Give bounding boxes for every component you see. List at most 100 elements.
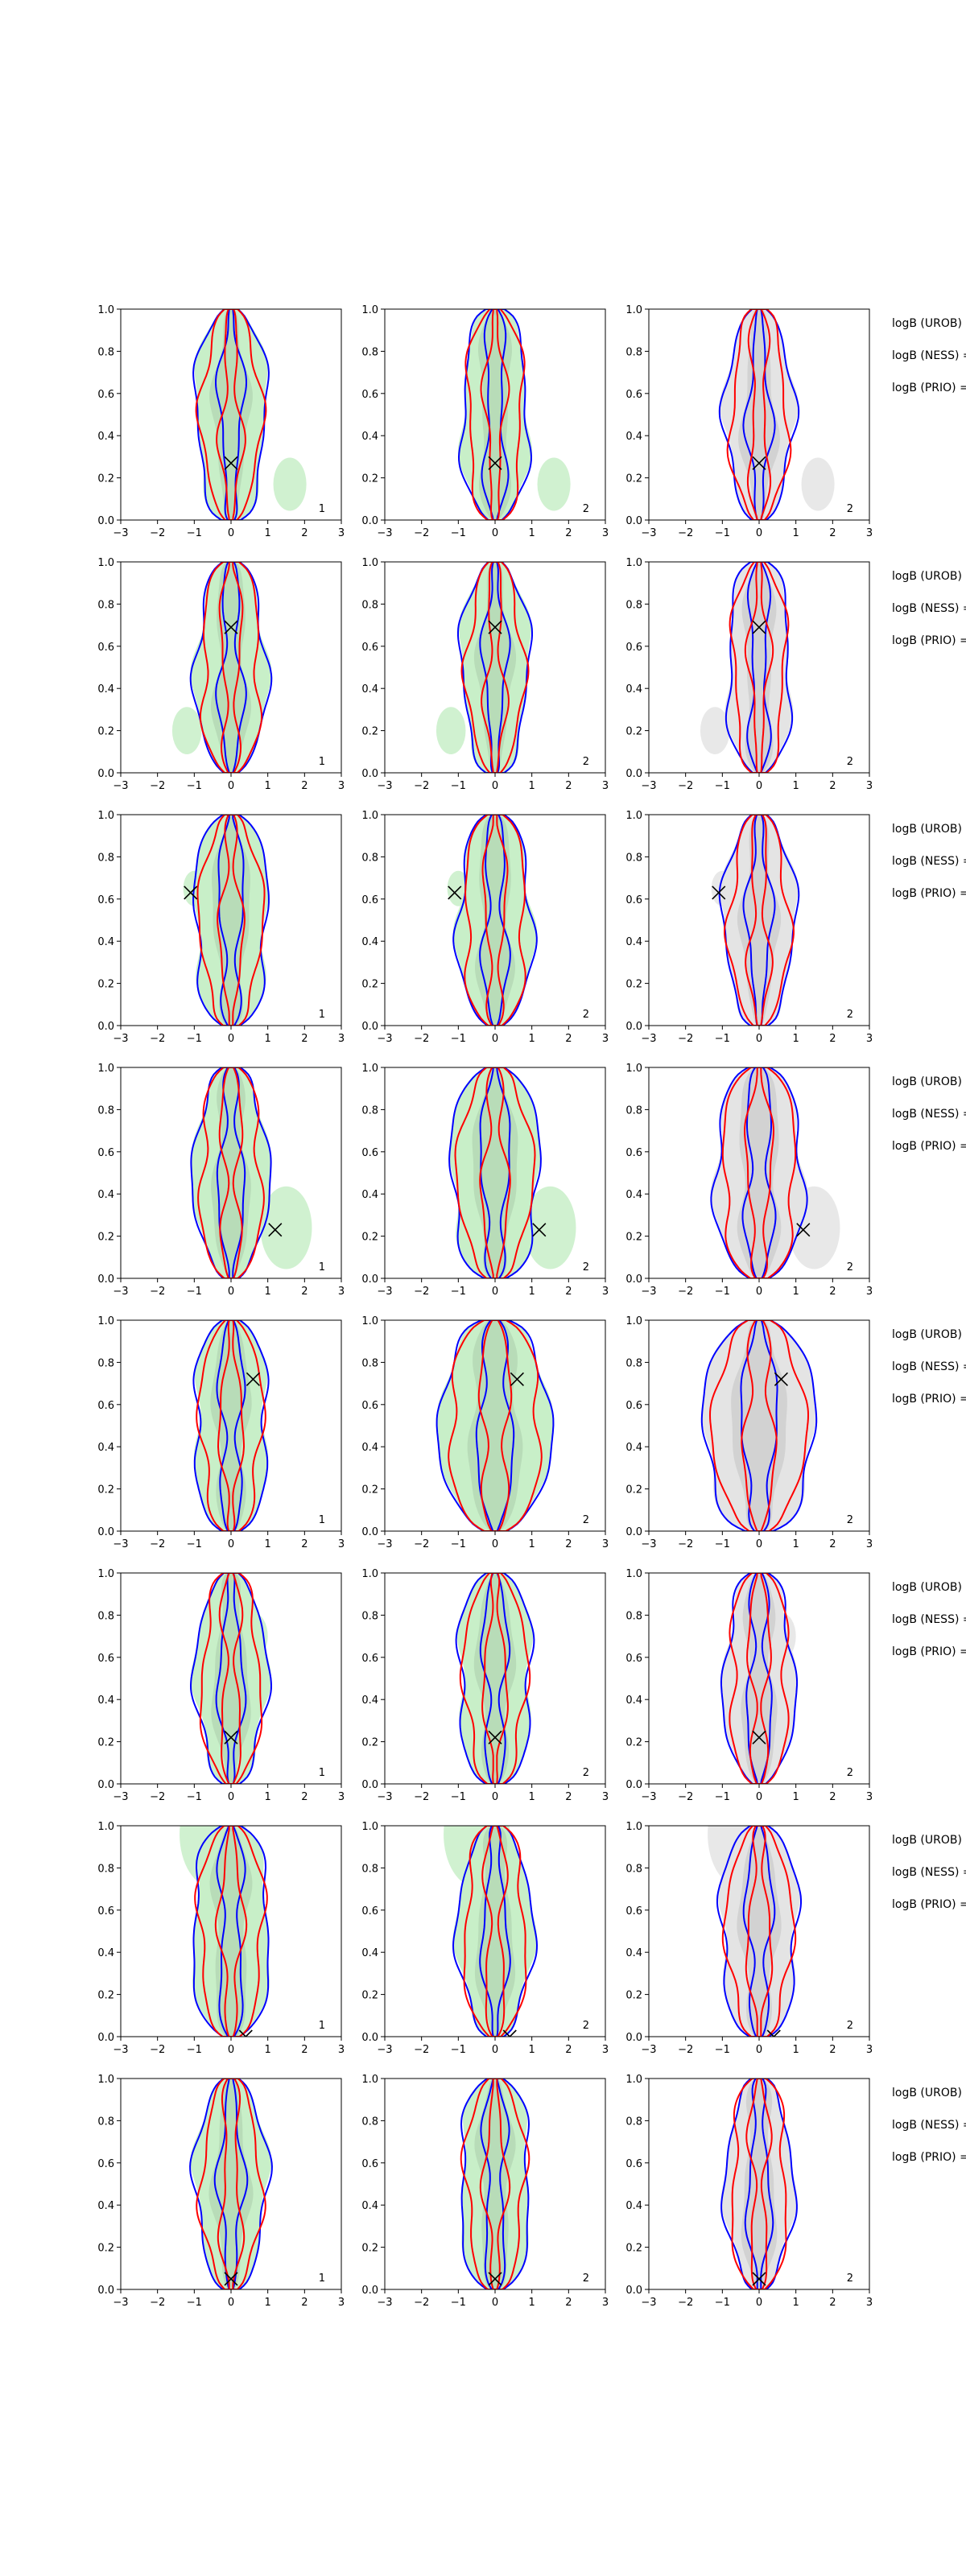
contour-blue-outer	[724, 562, 794, 773]
y-tick-label: 0.8	[625, 599, 642, 611]
x-tick-label: 2	[829, 527, 836, 539]
contour-red-inner	[214, 1826, 248, 2037]
contour-red-outer	[726, 309, 792, 520]
y-tick-label: 0.4	[97, 1442, 114, 1454]
true-value-marker	[752, 620, 766, 634]
contour-blue-outer	[189, 2079, 273, 2289]
x-tick-label: −1	[451, 527, 466, 539]
x-tick-label: −2	[414, 527, 429, 539]
contour-red-inner	[218, 1067, 244, 1278]
x-tick-label: 3	[338, 1286, 345, 1298]
contour-red-outer	[199, 1573, 263, 1784]
contour-blue-outer	[189, 1573, 273, 1784]
density-blob	[537, 457, 571, 511]
density-blob	[436, 707, 466, 754]
panel-plot-area	[720, 1573, 799, 1784]
row-legend-7: logB (UROB) = logB (NESS) = logB (PRIO) =	[892, 1834, 966, 1911]
x-tick-label: 0	[492, 527, 498, 539]
contour-blue-inner	[479, 1826, 511, 2037]
y-tick-label: 0.4	[361, 1189, 378, 1201]
y-tick-label: 1.0	[361, 557, 378, 569]
contour-red-outer	[708, 1320, 810, 1531]
y-tick-label: 0.4	[625, 936, 642, 948]
contour-blue-outer	[720, 1573, 799, 1784]
legend-label: logB (UROB) =	[892, 317, 966, 330]
x-tick-label: −3	[641, 1033, 656, 1045]
x-tick-label: 0	[492, 2297, 498, 2309]
panel-label: 2	[847, 1767, 853, 1779]
y-tick-label: 0.4	[625, 2200, 642, 2212]
y-tick-label: 0.8	[97, 1104, 114, 1117]
row-legend-2: logB (UROB) = logB (NESS) = logB (PRIO) =	[892, 570, 966, 647]
y-tick-label: 0.8	[625, 1104, 642, 1117]
y-tick-label: 0.0	[97, 768, 114, 780]
y-tick-label: 0.2	[625, 1737, 642, 1749]
contour-blue-outer	[452, 815, 538, 1026]
x-tick-label: 2	[301, 1033, 308, 1045]
y-tick-label: 0.6	[97, 642, 114, 654]
y-tick-label: 1.0	[625, 2074, 642, 2086]
x-tick-label: −2	[414, 780, 429, 792]
contour-blue-outer	[189, 562, 273, 773]
contour-red-inner	[746, 1573, 772, 1784]
y-tick-label: 0.8	[97, 346, 114, 358]
contour-red-outer	[460, 2079, 530, 2289]
contour-blue-inner	[475, 1320, 515, 1531]
y-tick-label: 1.0	[97, 2074, 114, 2086]
y-tick-label: 1.0	[361, 1821, 378, 1833]
contour-red-inner	[481, 815, 509, 1026]
contour-blue-inner	[214, 309, 248, 520]
panel-plot-area	[710, 1067, 840, 1278]
panel-r4-c3: −3 −2 −1 0 1 2 3 0.0 0.2 0.4 0.6 0.8 1.0 2	[625, 1063, 873, 1298]
x-tick-label: −2	[678, 1791, 693, 1803]
contour-red-outer	[196, 815, 266, 1026]
x-tick-label: 1	[529, 1791, 535, 1803]
density-band-outer	[719, 309, 799, 520]
x-tick-label: −1	[715, 527, 730, 539]
x-tick-label: 0	[756, 1286, 762, 1298]
x-tick-label: −2	[414, 2297, 429, 2309]
legend-label: logB (NESS) =	[892, 855, 966, 868]
legend-label: logB (PRIO) =	[892, 887, 966, 900]
x-tick-label: 1	[265, 1033, 271, 1045]
x-tick-label: 1	[265, 780, 271, 792]
y-tick-label: 0.4	[361, 1442, 378, 1454]
x-tick-label: −2	[414, 1286, 429, 1298]
x-tick-label: −3	[377, 1286, 392, 1298]
x-tick-label: 2	[301, 1538, 308, 1550]
x-tick-label: 0	[492, 1791, 498, 1803]
x-tick-label: 1	[529, 1033, 535, 1045]
contour-red-inner	[745, 815, 774, 1026]
y-tick-label: 0.4	[625, 1947, 642, 1959]
x-tick-label: −1	[715, 2044, 730, 2056]
contour-blue-outer	[718, 815, 800, 1026]
y-tick-label: 0.0	[625, 768, 642, 780]
contour-red-outer	[464, 309, 526, 520]
x-tick-label: 2	[565, 1033, 572, 1045]
contour-blue-outer	[192, 1826, 270, 2037]
legend-label: logB (PRIO) =	[892, 382, 966, 394]
x-tick-label: 0	[756, 1791, 762, 1803]
panel-r3-c2: −3 −2 −1 0 1 2 3 0.0 0.2 0.4 0.6 0.8 1.0 2	[361, 810, 609, 1045]
panel-plot-area	[171, 562, 273, 773]
y-tick-label: 0.6	[625, 894, 642, 906]
y-tick-label: 0.4	[625, 1189, 642, 1201]
x-tick-label: −1	[715, 1538, 730, 1550]
density-band-outer	[194, 309, 268, 520]
contour-red-inner	[218, 562, 244, 773]
panel-r3-c1: −3 −2 −1 0 1 2 30.00.20.40.60.81.01	[97, 810, 345, 1045]
y-tick-label: 0.0	[361, 1779, 378, 1791]
y-tick-label: 0.2	[361, 1484, 378, 1496]
y-tick-label: 0.2	[97, 1232, 114, 1244]
x-tick-label: 1	[529, 1538, 535, 1550]
density-band-outer	[459, 562, 531, 773]
x-tick-label: −2	[678, 527, 693, 539]
x-tick-label: −2	[678, 1033, 693, 1045]
x-tick-label: −3	[113, 1791, 128, 1803]
x-tick-label: −2	[150, 1538, 165, 1550]
panel-label: 2	[583, 1767, 589, 1779]
density-blob	[737, 1320, 782, 1388]
legend-label: logB (NESS) =	[892, 1108, 966, 1121]
x-tick-label: 0	[228, 1791, 234, 1803]
contour-red-outer	[723, 815, 795, 1026]
